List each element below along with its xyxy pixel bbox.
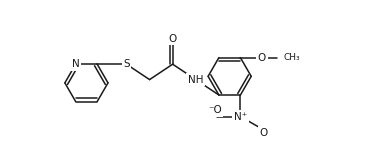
Text: O: O bbox=[168, 34, 177, 44]
Text: S: S bbox=[123, 59, 130, 69]
Text: O: O bbox=[258, 53, 266, 63]
Text: ⁻O: ⁻O bbox=[208, 105, 222, 115]
Text: N⁺: N⁺ bbox=[234, 112, 247, 122]
Text: O: O bbox=[260, 128, 268, 138]
Text: NH: NH bbox=[188, 75, 204, 85]
Text: CH₃: CH₃ bbox=[284, 53, 300, 62]
Text: N: N bbox=[72, 59, 80, 69]
